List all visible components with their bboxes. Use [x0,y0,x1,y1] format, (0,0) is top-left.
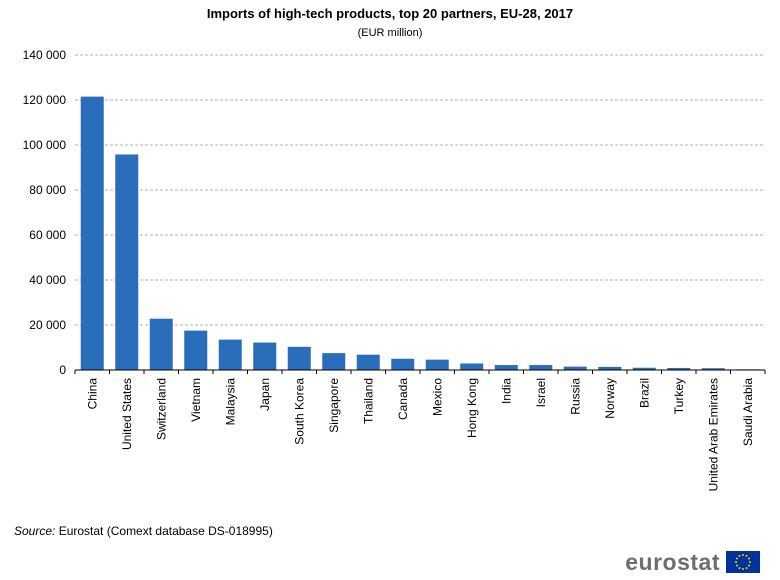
x-tick-label: China [85,378,99,410]
y-tick-label: 120 000 [23,93,67,107]
bar-canada [391,358,415,370]
y-axis-ticks: 0 20 000 40 000 60 000 80 000 100 000 120 000 1… [23,48,67,377]
bar-japan [253,342,277,370]
eu-flag-icon [726,551,760,573]
bar-vietnam [184,330,208,370]
x-tick-label: Japan [258,378,272,411]
bar-brazil [632,367,656,370]
bar-india [494,365,518,370]
bar-united-states [115,154,139,370]
source-note: Source: Eurostat (Comext database DS-018… [14,524,273,538]
bar-south-korea [287,346,311,370]
y-tick-label: 0 [59,363,66,377]
x-tick-label: United States [120,378,134,450]
x-tick-label: Vietnam [189,378,203,422]
x-axis-ticks: China United States Switzerland Vietnam Mala… [74,370,766,491]
x-tick-label: Singapore [327,378,341,433]
x-tick-label: Brazil [637,378,651,408]
bar-chart: 0 20 000 40 000 60 000 80 000 100 000 120 000 1… [23,48,766,491]
source-text: Eurostat (Comext database DS-018995) [58,524,273,538]
logo-text: eurostat [625,548,720,575]
x-tick-label: Malaysia [223,378,237,426]
bar-china [80,96,104,370]
bar-russia [563,366,587,370]
y-tick-label: 80 000 [29,183,66,197]
y-tick-label: 60 000 [29,228,66,242]
chart-title: Imports of high-tech products, top 20 pa… [206,6,574,21]
eurostat-logo: eurostat [625,548,760,575]
gridlines [75,54,765,326]
bar-norway [598,366,622,370]
x-tick-label: South Korea [292,378,306,445]
bar-thailand [356,354,380,370]
x-tick-label: Saudi Arabia [741,378,755,446]
bar-mexico [425,359,449,370]
x-tick-label: Russia [568,378,582,415]
x-tick-label: Turkey [672,378,686,414]
x-tick-label: Thailand [361,378,375,424]
y-tick-label: 140 000 [23,48,67,62]
source-label: Source: [14,524,56,538]
bar-hong-kong [460,363,484,370]
x-tick-label: Israel [534,378,548,407]
bar-united-arab-emirates [701,368,725,370]
bar-singapore [322,353,346,370]
x-tick-label: Hong Kong [465,378,479,438]
x-tick-label: India [499,378,513,404]
bar-israel [529,365,553,370]
y-tick-label: 40 000 [29,273,66,287]
x-tick-label: Norway [603,378,617,419]
x-tick-label: Canada [396,378,410,420]
chart-subtitle: (EUR million) [357,27,423,39]
x-tick-label: Switzerland [154,378,168,440]
bar-switzerland [149,318,173,370]
bars [80,96,760,370]
bar-turkey [667,367,691,370]
bar-malaysia [218,339,242,370]
y-tick-label: 20 000 [29,318,66,332]
x-tick-label: Mexico [430,378,444,416]
x-tick-label: United Arab Emirates [706,378,720,491]
y-tick-label: 100 000 [23,138,67,152]
